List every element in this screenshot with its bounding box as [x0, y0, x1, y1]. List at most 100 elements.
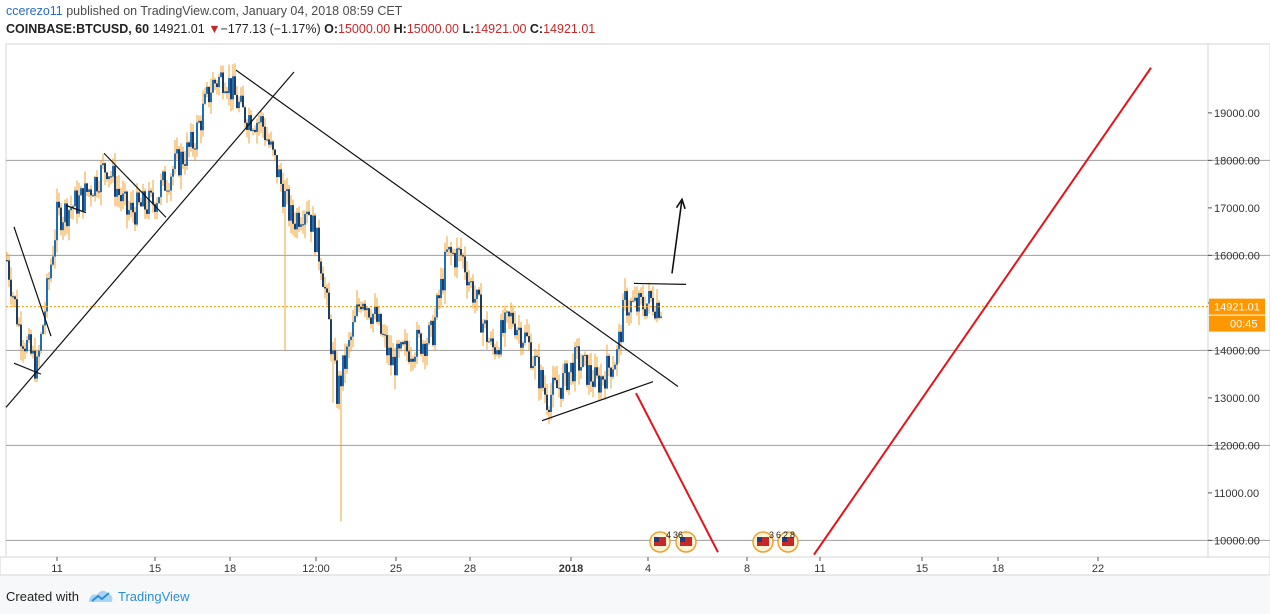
candle-body — [414, 356, 416, 362]
time-axis[interactable] — [0, 556, 1270, 575]
red-projection-line[interactable] — [635, 392, 719, 553]
candle-body — [78, 195, 80, 214]
candle-body — [242, 95, 244, 108]
price-chart[interactable]: 10000.00 11000.00 12000.00 13000.00 14000.00… — [0, 0, 1270, 575]
publish-info: ccerezo11 published on TradingView.com, … — [6, 2, 402, 21]
candle-body — [484, 320, 486, 324]
candle-body — [130, 202, 132, 211]
candle-body — [60, 207, 62, 231]
candle-body — [600, 376, 602, 393]
tradingview-brand-link[interactable]: TradingView — [118, 589, 190, 604]
trend-line[interactable] — [103, 152, 167, 218]
candle-body — [492, 338, 494, 348]
red-projection-line[interactable] — [813, 67, 1152, 556]
candle-body — [192, 131, 194, 149]
candle-body — [282, 183, 284, 207]
candle-body — [252, 129, 254, 131]
candle-body — [528, 336, 530, 343]
candle-body — [532, 366, 534, 368]
x-tick-label: 18 — [224, 563, 236, 575]
candle-body — [262, 116, 264, 127]
tradingview-logo-icon — [89, 590, 113, 602]
candle-body — [232, 76, 234, 100]
candle-body — [496, 350, 498, 355]
candle-body — [588, 365, 590, 385]
open-label: O: — [324, 22, 339, 36]
candle-body — [334, 350, 336, 361]
trend-line[interactable] — [541, 381, 654, 422]
candle-body — [632, 300, 634, 302]
candle-body — [656, 302, 658, 319]
candle-body — [576, 346, 578, 348]
username-link[interactable]: ccerezo11 — [6, 4, 63, 18]
candle-body — [356, 304, 358, 316]
candle-body — [214, 79, 216, 84]
candle-body — [8, 260, 10, 280]
candle-body — [198, 120, 200, 123]
candle-body — [366, 308, 368, 311]
candle-body — [424, 343, 426, 356]
candle-body — [336, 360, 338, 404]
x-tick-label: 4 — [645, 563, 651, 575]
arrow-line[interactable] — [671, 199, 683, 274]
candle-body — [650, 291, 652, 299]
candle-body — [478, 289, 480, 295]
trend-line[interactable] — [65, 204, 87, 214]
trend-line[interactable] — [235, 69, 679, 387]
candle-body — [98, 191, 100, 193]
candle-body — [102, 163, 104, 166]
candle-body — [154, 204, 156, 212]
candle-body — [316, 227, 318, 253]
candle-body — [608, 355, 610, 368]
symbol-label[interactable]: COINBASE:BTCUSD, 60 — [6, 22, 150, 36]
candle-body — [506, 311, 508, 313]
candle-body — [380, 313, 382, 334]
candle-body — [284, 191, 286, 207]
candle-body — [342, 355, 344, 387]
candle-body — [490, 338, 492, 342]
candle-body — [80, 188, 82, 196]
arrow-head-icon — [675, 197, 686, 210]
candle-body — [38, 350, 40, 357]
candle-body — [346, 346, 348, 369]
candle-body — [72, 206, 74, 209]
plot-area[interactable] — [5, 43, 1209, 558]
candle-body — [566, 363, 568, 390]
trend-line[interactable] — [13, 226, 52, 337]
candle-body — [182, 151, 184, 165]
candle-body — [82, 188, 84, 211]
countdown-box — [1209, 315, 1265, 332]
candle-body — [412, 358, 414, 362]
candle-body — [120, 195, 122, 202]
flag-canton — [782, 537, 787, 542]
candle-body — [300, 224, 302, 227]
candle-body — [400, 342, 402, 349]
candle-body — [594, 367, 596, 387]
candle-body — [240, 95, 242, 102]
candle-body — [644, 309, 646, 317]
y-tick-label: 14000.00 — [1214, 345, 1260, 357]
candle-body — [146, 209, 148, 214]
candle-body — [350, 336, 352, 341]
candle-body — [280, 169, 282, 184]
candle-body — [134, 212, 136, 225]
candle-body — [372, 313, 374, 324]
candle-body — [206, 86, 208, 94]
trend-line[interactable] — [13, 362, 42, 375]
candle-body — [304, 214, 306, 225]
candle-body — [660, 316, 662, 318]
candle-body — [234, 76, 236, 95]
candle-body — [498, 350, 500, 355]
down-arrow-icon: ▼ — [208, 22, 221, 36]
candle-body — [64, 203, 66, 223]
trend-line[interactable] — [5, 71, 295, 408]
candle-body — [522, 342, 524, 348]
candle-body — [116, 188, 118, 197]
candle-body — [560, 387, 562, 399]
x-tick-label: 11 — [814, 563, 825, 575]
change-label: −177.13 (−1.17%) — [220, 22, 321, 36]
candle-body — [6, 260, 8, 262]
candle-body — [404, 340, 406, 345]
candle-body — [14, 296, 16, 300]
trend-line[interactable] — [633, 282, 687, 285]
